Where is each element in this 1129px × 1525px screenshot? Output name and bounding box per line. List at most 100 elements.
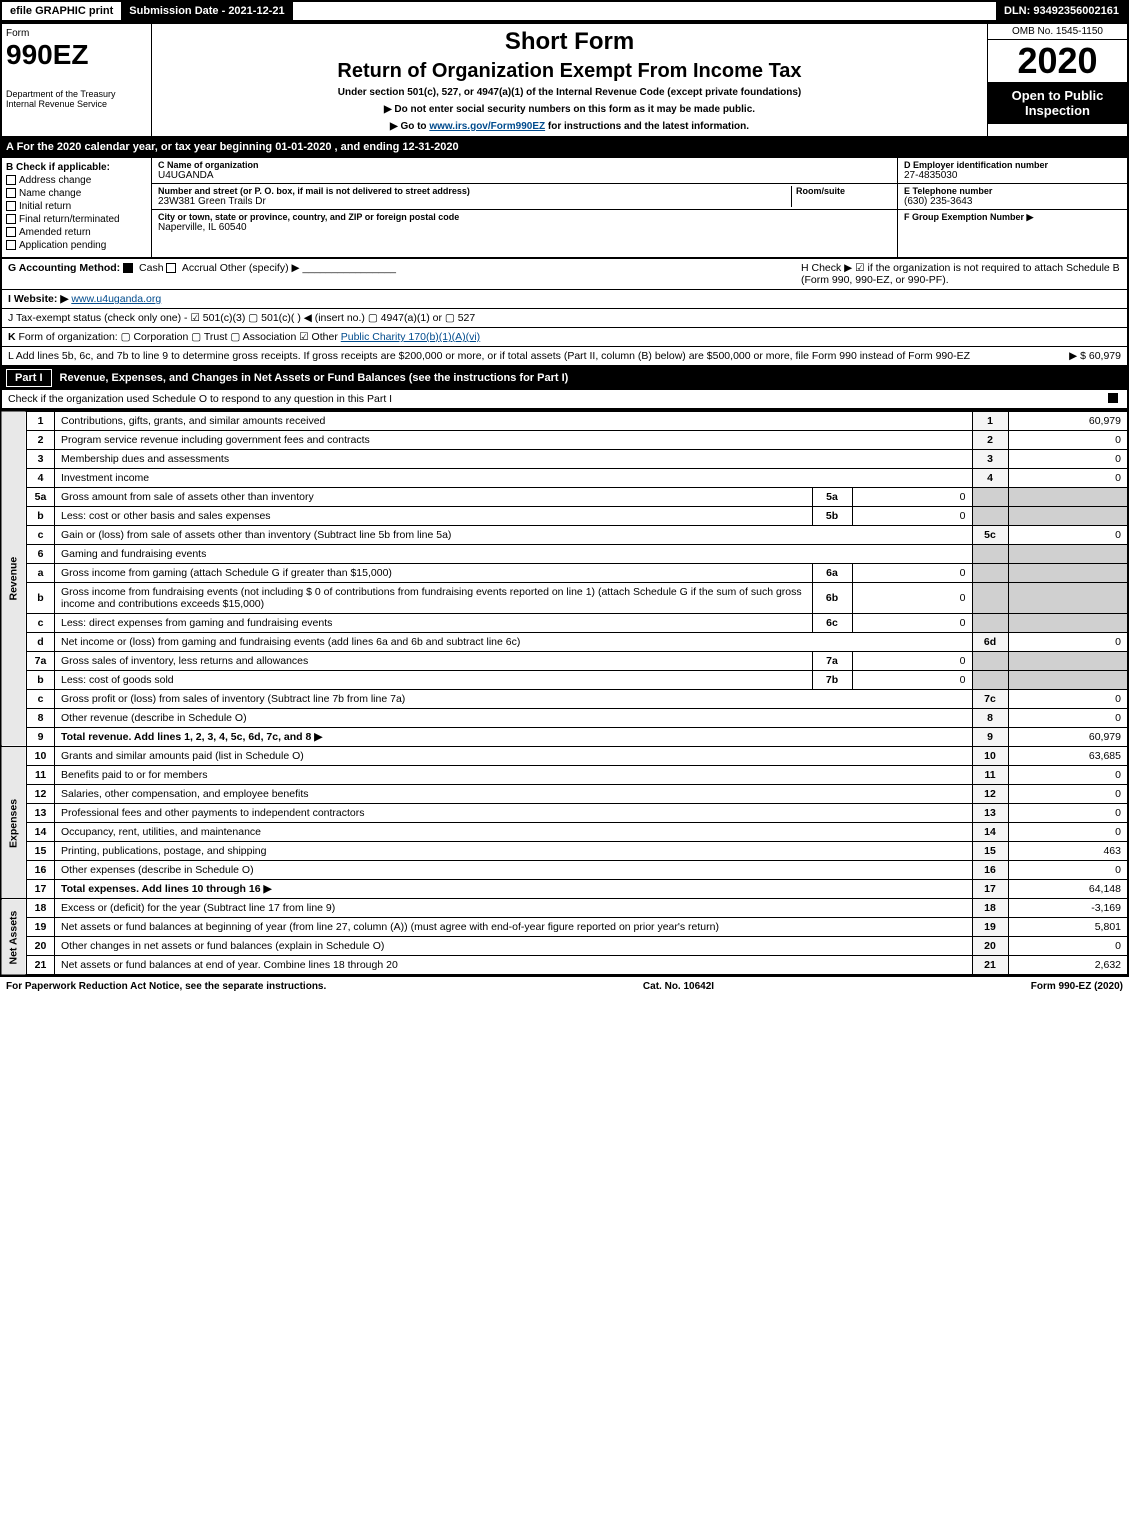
city: Naperville, IL 60540	[158, 222, 891, 233]
table-row: 21Net assets or fund balances at end of …	[1, 956, 1128, 976]
org-name-row: C Name of organization U4UGANDA	[152, 158, 897, 184]
header-right: OMB No. 1545-1150 2020 Open to Public In…	[987, 24, 1127, 136]
right-info: D Employer identification number 27-4835…	[897, 158, 1127, 257]
checkbox-icon[interactable]	[6, 188, 16, 198]
form-of-org: K Form of organization: ▢ Corporation ▢ …	[0, 328, 1129, 347]
goto-instructions: ▶ Go to www.irs.gov/Form990EZ for instru…	[156, 121, 983, 132]
chk-application-pending: Application pending	[6, 240, 147, 251]
phone: (630) 235-3643	[904, 196, 1121, 207]
table-row: bGross income from fundraising events (n…	[1, 583, 1128, 614]
checkbox-icon[interactable]	[6, 214, 16, 224]
dept-treasury: Department of the Treasury	[6, 89, 147, 99]
omb-number: OMB No. 1545-1150	[988, 24, 1127, 40]
ein-cell: D Employer identification number 27-4835…	[898, 158, 1127, 184]
org-name: U4UGANDA	[158, 170, 891, 181]
e-label: E Telephone number	[904, 186, 1121, 196]
table-row: bLess: cost of goods sold7b0	[1, 671, 1128, 690]
info-grid: B Check if applicable: Address change Na…	[0, 156, 1129, 259]
ein: 27-4835030	[904, 170, 1121, 181]
top-bar: efile GRAPHIC print Submission Date - 20…	[0, 0, 1129, 22]
table-row: Revenue 1Contributions, gifts, grants, a…	[1, 411, 1128, 431]
chk-amended-return: Amended return	[6, 227, 147, 238]
table-row: 19Net assets or fund balances at beginni…	[1, 918, 1128, 937]
table-row: 14Occupancy, rent, utilities, and mainte…	[1, 823, 1128, 842]
part1-sub: Check if the organization used Schedule …	[0, 390, 1129, 410]
table-row: cGross profit or (loss) from sales of in…	[1, 690, 1128, 709]
website-row: I Website: ▶ www.u4uganda.org	[0, 290, 1129, 309]
checkbox-icon[interactable]	[6, 175, 16, 185]
table-row: 3Membership dues and assessments30	[1, 450, 1128, 469]
public-charity-link[interactable]: Public Charity 170(b)(1)(A)(vi)	[341, 331, 480, 343]
return-title: Return of Organization Exempt From Incom…	[156, 60, 983, 83]
open-to-public: Open to Public Inspection	[988, 82, 1127, 124]
checkbox-icon[interactable]	[6, 201, 16, 211]
table-row: cLess: direct expenses from gaming and f…	[1, 614, 1128, 633]
irs-link[interactable]: www.irs.gov/Form990EZ	[429, 121, 545, 132]
checkbox-icon[interactable]	[1108, 393, 1118, 403]
page-footer: For Paperwork Reduction Act Notice, see …	[0, 976, 1129, 996]
l-gross-receipts: L Add lines 5b, 6c, and 7b to line 9 to …	[0, 347, 1129, 366]
room-label: Room/suite	[796, 186, 891, 196]
checkbox-icon[interactable]	[166, 263, 176, 273]
l-text: L Add lines 5b, 6c, and 7b to line 9 to …	[8, 350, 1021, 362]
group-exemption-cell: F Group Exemption Number ▶	[898, 210, 1127, 225]
table-row: aGross income from gaming (attach Schedu…	[1, 564, 1128, 583]
part1-header: Part I Revenue, Expenses, and Changes in…	[0, 366, 1129, 390]
checkbox-icon[interactable]	[123, 263, 133, 273]
table-row: 6Gaming and fundraising events	[1, 545, 1128, 564]
b-check-label: B Check if applicable:	[6, 162, 147, 173]
phone-cell: E Telephone number (630) 235-3643	[898, 184, 1127, 210]
city-label: City or town, state or province, country…	[158, 212, 891, 222]
part1-title: Revenue, Expenses, and Changes in Net As…	[60, 372, 569, 384]
street-row: Number and street (or P. O. box, if mail…	[152, 184, 897, 210]
table-row: dNet income or (loss) from gaming and fu…	[1, 633, 1128, 652]
form-word: Form	[6, 28, 147, 39]
form-header: Form 990EZ Department of the Treasury In…	[0, 22, 1129, 138]
chk-address-change: Address change	[6, 175, 147, 186]
checkbox-icon[interactable]	[6, 240, 16, 250]
l-amount: ▶ $ 60,979	[1021, 350, 1121, 362]
paperwork-notice: For Paperwork Reduction Act Notice, see …	[6, 981, 326, 992]
table-row: 5aGross amount from sale of assets other…	[1, 488, 1128, 507]
table-row: 15Printing, publications, postage, and s…	[1, 842, 1128, 861]
accounting-method: G Accounting Method: Cash Accrual Other …	[8, 262, 801, 286]
dln: DLN: 93492356002161	[996, 2, 1127, 20]
checkbox-icon[interactable]	[6, 227, 16, 237]
table-row: bLess: cost or other basis and sales exp…	[1, 507, 1128, 526]
h-schedule-b: H Check ▶ ☑ if the organization is not r…	[801, 262, 1121, 286]
table-row: 20Other changes in net assets or fund ba…	[1, 937, 1128, 956]
table-row: 16Other expenses (describe in Schedule O…	[1, 861, 1128, 880]
table-row: 11Benefits paid to or for members110	[1, 766, 1128, 785]
under-section: Under section 501(c), 527, or 4947(a)(1)…	[156, 87, 983, 98]
table-row: 12Salaries, other compensation, and empl…	[1, 785, 1128, 804]
table-row: 7aGross sales of inventory, less returns…	[1, 652, 1128, 671]
website-link[interactable]: www.u4uganda.org	[71, 293, 161, 305]
d-label: D Employer identification number	[904, 160, 1121, 170]
city-row: City or town, state or province, country…	[152, 210, 897, 235]
table-row: 9Total revenue. Add lines 1, 2, 3, 4, 5c…	[1, 728, 1128, 747]
addr-label: Number and street (or P. O. box, if mail…	[158, 186, 791, 196]
part-tag: Part I	[6, 369, 52, 387]
form-ref: Form 990-EZ (2020)	[1031, 981, 1123, 992]
table-row: 8Other revenue (describe in Schedule O)8…	[1, 709, 1128, 728]
efile-label: efile GRAPHIC print	[2, 2, 121, 20]
table-row: 13Professional fees and other payments t…	[1, 804, 1128, 823]
chk-name-change: Name change	[6, 188, 147, 199]
expenses-vlabel: Expenses	[1, 747, 27, 899]
short-form-title: Short Form	[156, 28, 983, 56]
irs-label: Internal Revenue Service	[6, 99, 147, 109]
tax-exempt-status: J Tax-exempt status (check only one) - ☑…	[0, 309, 1129, 328]
tax-period: A For the 2020 calendar year, or tax yea…	[0, 138, 1129, 156]
form-number: 990EZ	[6, 39, 147, 71]
ssn-warning: ▶ Do not enter social security numbers o…	[156, 104, 983, 115]
chk-initial-return: Initial return	[6, 201, 147, 212]
table-row: 4Investment income40	[1, 469, 1128, 488]
f-label: F Group Exemption Number ▶	[904, 212, 1121, 223]
header-left: Form 990EZ Department of the Treasury In…	[2, 24, 152, 136]
table-row: 2Program service revenue including gover…	[1, 431, 1128, 450]
cat-no: Cat. No. 10642I	[643, 981, 714, 992]
street: 23W381 Green Trails Dr	[158, 196, 791, 207]
table-row: cGain or (loss) from sale of assets othe…	[1, 526, 1128, 545]
table-row: Net Assets 18Excess or (deficit) for the…	[1, 899, 1128, 918]
revenue-vlabel: Revenue	[1, 411, 27, 747]
